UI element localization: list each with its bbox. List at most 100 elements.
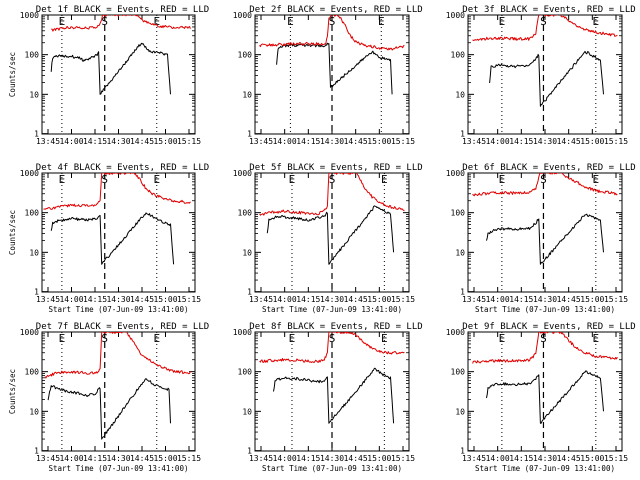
chart-1-y-tick-label: 1 <box>34 130 39 139</box>
chart-7-marker-label-e-0: E <box>59 332 66 345</box>
chart-8-panel: Det 8f BLACK = Events, RED = LLD 1 10 100 10… <box>233 322 423 473</box>
chart-5-y-tick-label: 1 <box>247 288 252 297</box>
chart-2-y-tick-label: 100 <box>238 51 253 60</box>
chart-8-marker-label-e-2: E <box>381 332 388 345</box>
chart-3-x-tick-label: 15:00 <box>580 137 604 146</box>
chart-7-y-tick-label: 10 <box>29 407 39 416</box>
chart-7-marker-label-e-2: E <box>153 332 160 345</box>
chart-7-y-axis-label: Counts/sec <box>8 369 17 414</box>
chart-5-x-axis-label: Start Time (07-Jun-09 13:41:00) <box>262 305 402 314</box>
chart-3-title: Det 3f BLACK = Events, RED = LLD <box>462 5 635 15</box>
chart-9-marker-label-e-2: E <box>593 332 600 345</box>
chart-7-x-tick-label: 14:00 <box>59 454 83 463</box>
chart-5-series-lld-line <box>259 173 405 216</box>
chart-7-title: Det 7f BLACK = Events, RED = LLD <box>36 322 209 332</box>
chart-4-series-lld-line <box>43 173 191 210</box>
chart-6-x-tick-label: 13:45 <box>462 295 486 304</box>
chart-4-y-axis-label: Counts/sec <box>8 210 17 255</box>
chart-4-series-events-line <box>50 212 175 265</box>
chart-2-x-tick-label: 14:00 <box>273 137 297 146</box>
chart-9-x-tick-label: 15:15 <box>604 454 628 463</box>
chart-8-y-tick-label: 1 <box>247 447 252 456</box>
chart-4-x-tick-label: 15:00 <box>153 295 177 304</box>
chart-7-series-lld-line <box>44 332 191 379</box>
chart-5-panel: Det 5f BLACK = Events, RED = LLD 1 10 100 10… <box>233 163 423 314</box>
chart-2-x-tick-label: 14:45 <box>344 137 368 146</box>
chart-6-x-tick-label: 14:30 <box>533 295 557 304</box>
chart-6-y-tick-label: 10 <box>455 248 465 257</box>
chart-2-x-tick-label: 14:30 <box>320 137 344 146</box>
chart-8-x-axis-label: Start Time (07-Jun-09 13:41:00) <box>262 464 402 473</box>
chart-1-x-tick-label: 15:15 <box>177 137 201 146</box>
chart-4-x-tick-label: 14:15 <box>83 295 107 304</box>
chart-7-y-tick-label: 1 <box>34 447 39 456</box>
chart-4-y-tick-label: 1 <box>34 288 39 297</box>
chart-1-y-axis-label: Counts/sec <box>8 52 17 97</box>
chart-4-panel: Det 4f BLACK = Events, RED = LLD 1 10 100 10… <box>8 163 209 314</box>
chart-2-x-tick-label: 15:15 <box>391 137 415 146</box>
chart-9-x-tick-label: 15:00 <box>580 454 604 463</box>
chart-7-x-tick-label: 14:30 <box>106 454 130 463</box>
chart-6-marker-label-e-2: E <box>593 173 600 186</box>
chart-8-y-tick-label: 10 <box>242 407 252 416</box>
chart-7-marker-label-s-1: S <box>101 332 108 345</box>
chart-3-marker-label-s-1: S <box>540 15 547 28</box>
chart-2-y-tick-label: 1 <box>247 130 252 139</box>
chart-8-x-tick-label: 13:45 <box>249 454 273 463</box>
chart-8-x-tick-label: 14:00 <box>273 454 297 463</box>
chart-1-x-tick-label: 14:45 <box>130 137 154 146</box>
chart-8-marker-label-s-1: S <box>329 332 336 345</box>
chart-8-title: Det 8f BLACK = Events, RED = LLD <box>249 322 422 332</box>
chart-6-title: Det 6f BLACK = Events, RED = LLD <box>462 163 635 173</box>
chart-8-x-tick-label: 15:15 <box>391 454 415 463</box>
chart-5-title: Det 5f BLACK = Events, RED = LLD <box>249 163 422 173</box>
chart-1-x-tick-label: 14:00 <box>59 137 83 146</box>
chart-3-y-tick-label: 1000 <box>446 11 465 20</box>
chart-4-x-tick-label: 15:15 <box>177 295 201 304</box>
chart-1-marker-label-e-0: E <box>59 15 66 28</box>
chart-7-series-events-line <box>47 378 171 440</box>
chart-7-x-tick-label: 15:15 <box>177 454 201 463</box>
chart-4-x-tick-label: 14:30 <box>106 295 130 304</box>
chart-6-y-tick-label: 100 <box>451 209 466 218</box>
chart-8-series-lld-line <box>259 332 405 364</box>
chart-5-marker-label-s-1: S <box>329 173 336 186</box>
chart-9-marker-label-e-0: E <box>499 332 506 345</box>
chart-3-series-lld-line <box>472 15 618 41</box>
chart-9-x-axis-label: Start Time (07-Jun-09 13:41:00) <box>475 464 615 473</box>
chart-3-marker-label-e-0: E <box>499 15 506 28</box>
chart-4-marker-label-s-1: S <box>101 173 108 186</box>
chart-8-y-tick-label: 100 <box>238 368 253 377</box>
chart-5-y-tick-label: 1000 <box>233 169 252 178</box>
chart-1-x-tick-label: 13:45 <box>36 137 60 146</box>
chart-3-panel: Det 3f BLACK = Events, RED = LLD 1 10 100 10… <box>446 5 636 146</box>
chart-4-x-axis-label: Start Time (07-Jun-09 13:41:00) <box>49 305 189 314</box>
chart-6-marker-label-e-0: E <box>499 173 506 186</box>
chart-2-marker-label-s-1: S <box>329 15 336 28</box>
chart-3-x-tick-label: 14:15 <box>509 137 533 146</box>
chart-4-marker-label-e-0: E <box>59 173 66 186</box>
chart-1-panel: Det 1f BLACK = Events, RED = LLD 1 10 100 10… <box>8 5 209 146</box>
chart-3-y-tick-label: 100 <box>451 51 466 60</box>
chart-6-marker-label-s-1: S <box>540 173 547 186</box>
chart-7-y-tick-label: 1000 <box>20 328 39 337</box>
chart-9-y-tick-label: 100 <box>451 368 466 377</box>
chart-1-y-tick-label: 1000 <box>20 11 39 20</box>
chart-9-y-tick-label: 10 <box>455 407 465 416</box>
chart-9-plot-frame <box>467 331 623 452</box>
chart-5-x-tick-label: 13:45 <box>249 295 273 304</box>
chart-5-x-tick-label: 15:00 <box>367 295 391 304</box>
chart-3-series-events-line <box>489 50 604 107</box>
chart-5-x-tick-label: 14:00 <box>273 295 297 304</box>
chart-9-x-tick-label: 13:45 <box>462 454 486 463</box>
chart-9-series-events-line <box>486 370 604 424</box>
chart-4-title: Det 4f BLACK = Events, RED = LLD <box>36 163 209 173</box>
chart-1-x-tick-label: 14:30 <box>106 137 130 146</box>
chart-1-plot-frame <box>41 14 196 135</box>
chart-3-x-tick-label: 14:30 <box>533 137 557 146</box>
chart-2-x-tick-label: 15:00 <box>367 137 391 146</box>
chart-6-x-tick-label: 14:15 <box>509 295 533 304</box>
chart-9-panel: Det 9f BLACK = Events, RED = LLD 1 10 100 10… <box>446 322 636 473</box>
chart-3-y-tick-label: 10 <box>455 90 465 99</box>
chart-2-title: Det 2f BLACK = Events, RED = LLD <box>249 5 422 15</box>
